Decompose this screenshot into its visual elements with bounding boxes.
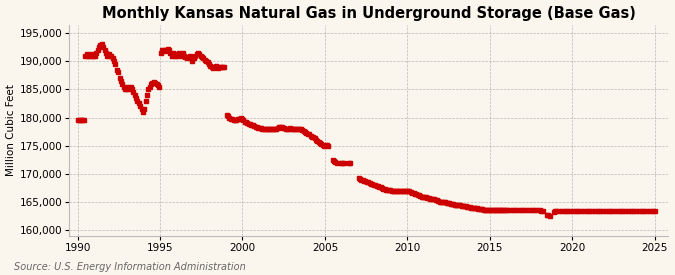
Y-axis label: Million Cubic Feet: Million Cubic Feet (5, 84, 16, 176)
Title: Monthly Kansas Natural Gas in Underground Storage (Base Gas): Monthly Kansas Natural Gas in Undergroun… (102, 6, 636, 21)
Text: Source: U.S. Energy Information Administration: Source: U.S. Energy Information Administ… (14, 262, 245, 272)
